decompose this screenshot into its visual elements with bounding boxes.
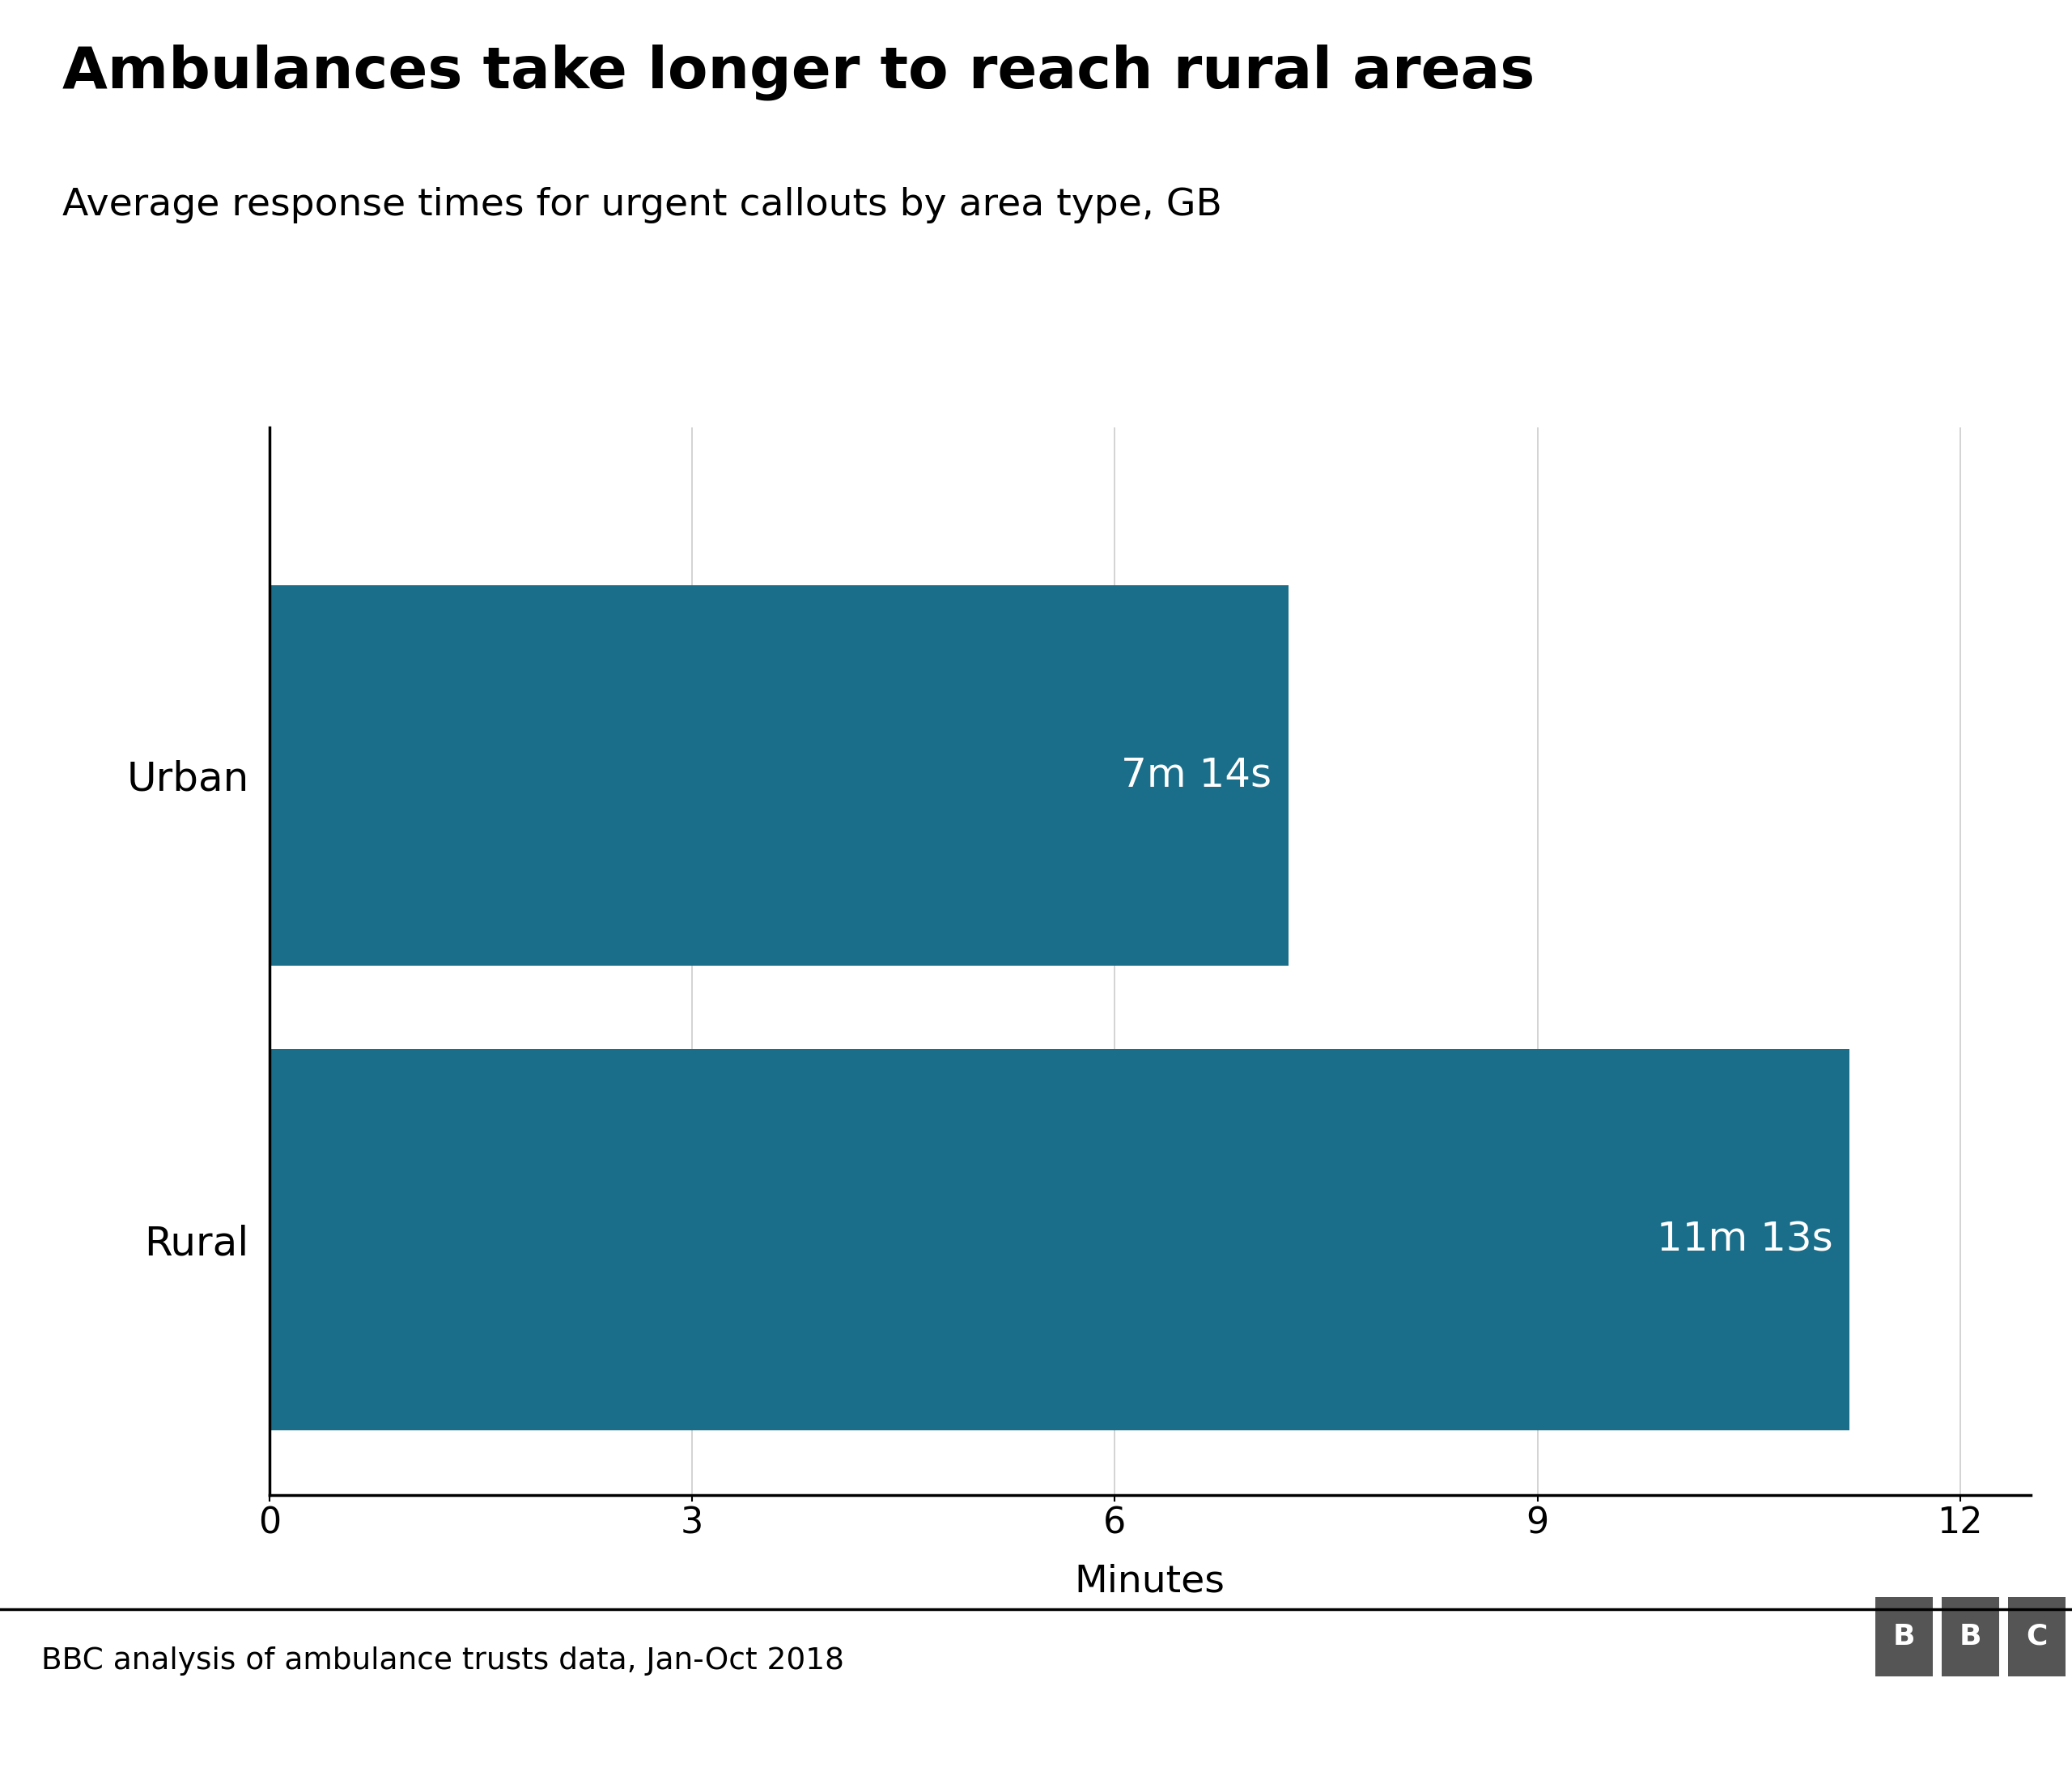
- Text: BBC analysis of ambulance trusts data, Jan-Oct 2018: BBC analysis of ambulance trusts data, J…: [41, 1646, 845, 1675]
- Text: C: C: [2026, 1623, 2047, 1650]
- Bar: [269, 586, 1289, 967]
- Text: B: B: [1960, 1623, 1981, 1650]
- Text: Average response times for urgent callouts by area type, GB: Average response times for urgent callou…: [62, 187, 1222, 222]
- Text: 7m 14s: 7m 14s: [1121, 756, 1272, 796]
- X-axis label: Minutes: Minutes: [1075, 1563, 1225, 1600]
- Text: B: B: [1894, 1623, 1915, 1650]
- Bar: [269, 1050, 1850, 1429]
- Text: 11m 13s: 11m 13s: [1658, 1221, 1834, 1258]
- Text: Ambulances take longer to reach rural areas: Ambulances take longer to reach rural ar…: [62, 44, 1535, 101]
